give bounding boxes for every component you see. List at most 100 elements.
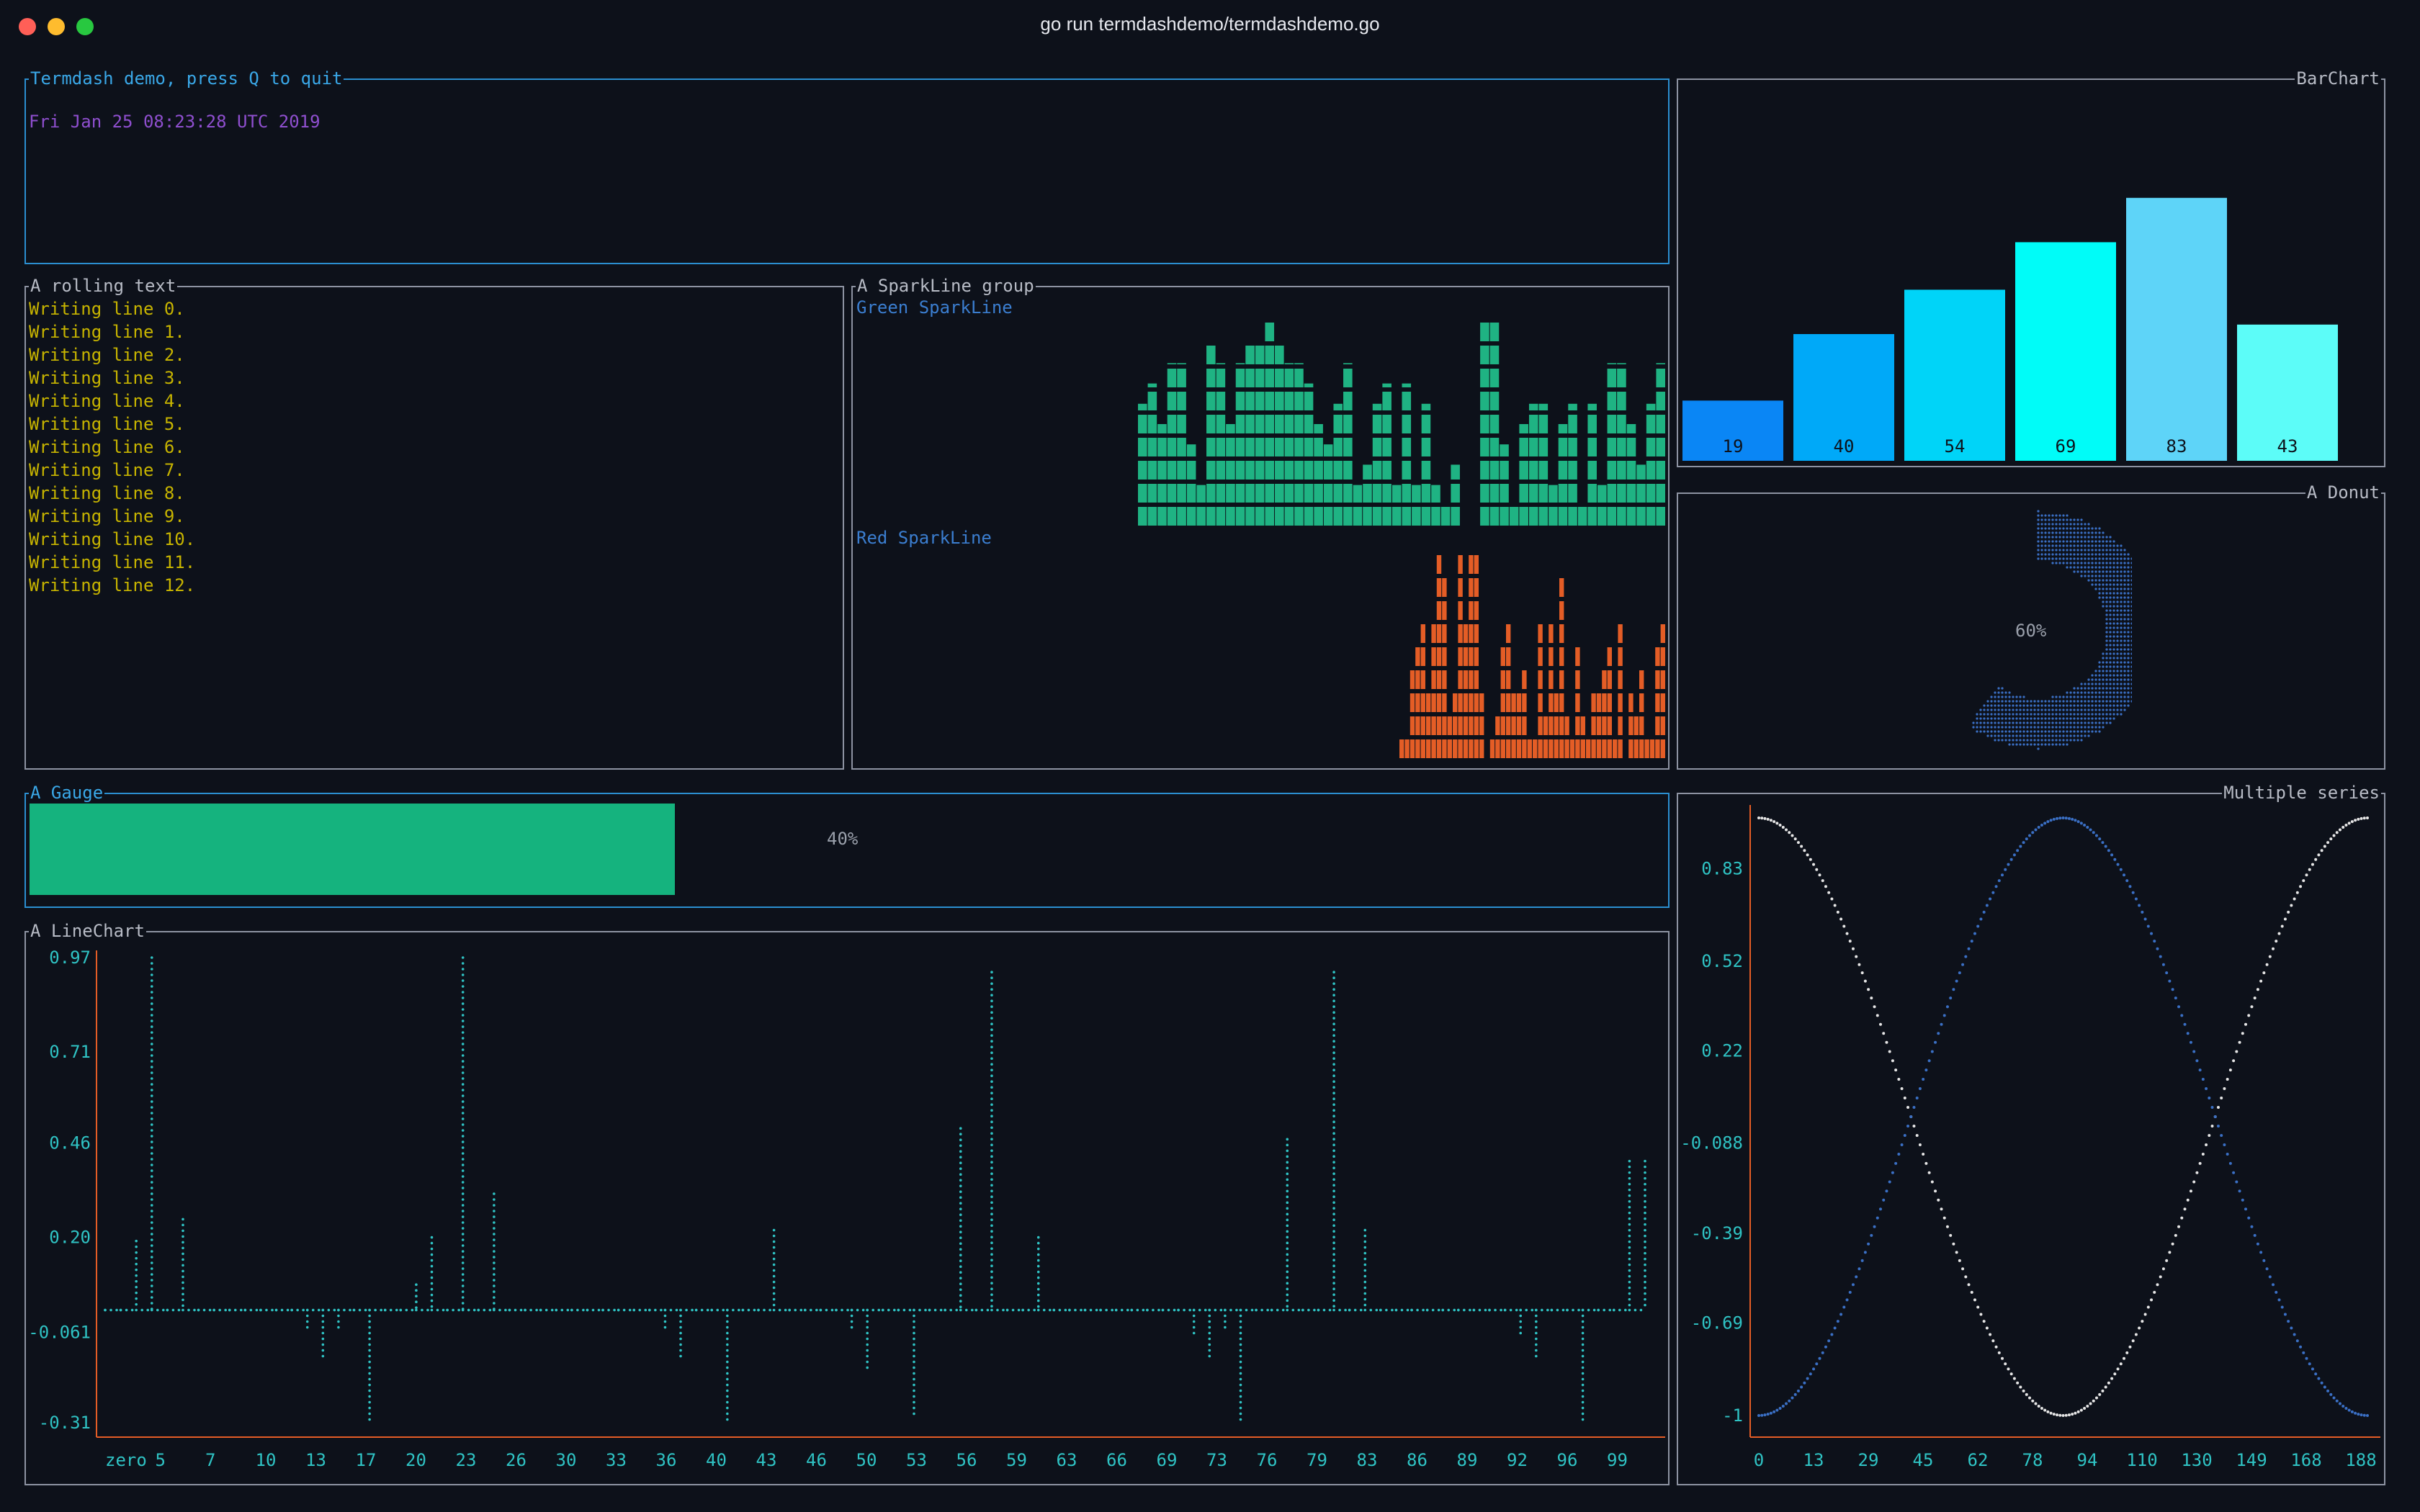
spark-bar bbox=[1226, 424, 1235, 526]
multiseries-chart: 0.83 0.52 0.22 -0.088 -0.39 -0.69 -1 0 13 29 45 62 7… bbox=[1680, 805, 2380, 1470]
spark-bar bbox=[1575, 647, 1580, 758]
spark-bar bbox=[1469, 555, 1474, 758]
spark-bar bbox=[1516, 693, 1522, 758]
spark-bar bbox=[1646, 403, 1656, 526]
rolling-line: Writing line 4. bbox=[29, 391, 185, 411]
spark-bar bbox=[1587, 403, 1597, 526]
bar-value-label: 54 bbox=[1945, 436, 1966, 456]
spark-bar bbox=[1506, 624, 1511, 758]
x-tick-label: 69 bbox=[1157, 1450, 1178, 1470]
bar-value-label: 43 bbox=[2277, 436, 2298, 456]
bar bbox=[1793, 334, 1894, 461]
green-sparkline-label: Green SparkLine bbox=[856, 297, 1013, 318]
x-tick-label: 149 bbox=[2236, 1450, 2267, 1470]
spark-bar bbox=[1186, 444, 1196, 526]
multiseries-title: Multiple series bbox=[2222, 783, 2381, 803]
spark-bar bbox=[1613, 739, 1618, 758]
y-tick-label: 0.71 bbox=[49, 1042, 91, 1062]
gauge-percent-label: 40% bbox=[827, 829, 859, 849]
minimize-button[interactable] bbox=[48, 18, 65, 35]
spark-bar bbox=[1479, 693, 1484, 758]
spark-bar bbox=[1177, 363, 1186, 526]
x-tick-label: 23 bbox=[456, 1450, 477, 1470]
rolling-text-title: A rolling text bbox=[29, 276, 178, 296]
x-tick-label: 10 bbox=[256, 1450, 277, 1470]
series-cos bbox=[1757, 816, 2369, 1417]
y-tick-label: 0.22 bbox=[1701, 1041, 1743, 1061]
title-bar: go run termdashdemo/termdashdemo.go bbox=[0, 0, 2420, 52]
x-tick-label: 92 bbox=[1507, 1450, 1528, 1470]
x-tick-label: 0 bbox=[1754, 1450, 1764, 1470]
rolling-text-lines: Writing line 0. Writing line 1. Writing … bbox=[29, 297, 195, 597]
spark-bar bbox=[1255, 346, 1265, 526]
datetime-text: Fri Jan 25 08:23:28 UTC 2019 bbox=[29, 112, 321, 132]
x-tick-label: 66 bbox=[1106, 1450, 1127, 1470]
spark-bar bbox=[1420, 624, 1425, 758]
spark-bar bbox=[1294, 363, 1304, 526]
spark-bar bbox=[1549, 624, 1554, 758]
spark-bar bbox=[1628, 693, 1634, 758]
x-tick-label: 76 bbox=[1257, 1450, 1278, 1470]
x-tick-label: 26 bbox=[506, 1450, 526, 1470]
spark-bar bbox=[1206, 346, 1216, 526]
linechart-title: A LineChart bbox=[29, 921, 146, 941]
spark-bar bbox=[1402, 383, 1412, 526]
barchart-title: BarChart bbox=[2295, 68, 2381, 89]
spark-bar bbox=[1363, 464, 1372, 526]
bar bbox=[1904, 289, 2005, 461]
x-tick-label: 86 bbox=[1407, 1450, 1428, 1470]
y-tick-label: -0.69 bbox=[1691, 1313, 1743, 1333]
spark-bar bbox=[1596, 693, 1602, 758]
spark-bar bbox=[1480, 323, 1489, 526]
linechart-panel: A LineChart bbox=[24, 921, 1670, 1485]
spark-bar bbox=[1597, 485, 1607, 526]
spark-bar bbox=[1196, 485, 1206, 526]
spark-bar bbox=[1591, 693, 1596, 758]
spark-bar bbox=[1644, 739, 1649, 758]
spark-bar bbox=[1463, 624, 1469, 758]
bar-value-label: 69 bbox=[2056, 436, 2076, 456]
y-tick-label: 0.83 bbox=[1701, 859, 1743, 879]
x-tick-label: 30 bbox=[556, 1450, 577, 1470]
spark-bar bbox=[1157, 424, 1167, 526]
donut-chart bbox=[1972, 510, 2132, 750]
x-tick-label: 43 bbox=[756, 1450, 777, 1470]
spark-bar bbox=[1558, 424, 1568, 526]
x-tick-label: 94 bbox=[2077, 1450, 2098, 1470]
gauge-fill bbox=[30, 804, 675, 895]
spark-bar bbox=[1580, 716, 1585, 758]
spark-bar bbox=[1489, 323, 1500, 526]
spark-bar bbox=[1343, 363, 1353, 526]
x-tick-label: 56 bbox=[956, 1450, 977, 1470]
bar-value-label: 40 bbox=[1834, 436, 1855, 456]
spark-bar bbox=[1634, 716, 1639, 758]
spark-bar bbox=[1568, 403, 1577, 526]
y-tick-label: 0.20 bbox=[49, 1228, 91, 1248]
y-tick-label: 0.46 bbox=[49, 1133, 91, 1153]
y-tick-label: -1 bbox=[1722, 1405, 1743, 1426]
close-button[interactable] bbox=[19, 18, 36, 35]
spark-bar bbox=[1559, 578, 1564, 758]
x-tick-label: 36 bbox=[656, 1450, 677, 1470]
donut-percent-label: 60% bbox=[2015, 621, 2047, 641]
spark-bar bbox=[1519, 424, 1528, 526]
series-neg-cos bbox=[1757, 816, 2369, 1417]
spark-bar bbox=[1543, 716, 1549, 758]
rolling-line: Writing line 12. bbox=[29, 575, 196, 595]
spark-bar bbox=[1538, 624, 1543, 758]
spark-bar bbox=[1500, 444, 1509, 526]
spark-bar bbox=[1649, 739, 1655, 758]
spark-bar bbox=[1554, 693, 1559, 758]
spark-bar bbox=[1442, 578, 1447, 758]
x-tick-label: 40 bbox=[706, 1450, 727, 1470]
spark-bar bbox=[1304, 383, 1314, 526]
zoom-button[interactable] bbox=[76, 18, 94, 35]
spark-bar bbox=[1495, 716, 1500, 758]
spark-bar bbox=[1235, 363, 1245, 526]
rolling-line: Writing line 11. bbox=[29, 552, 196, 572]
spark-bar bbox=[1431, 624, 1436, 758]
spark-bar bbox=[1656, 363, 1665, 526]
spark-bar bbox=[1538, 403, 1549, 526]
spark-bar bbox=[1353, 485, 1363, 526]
